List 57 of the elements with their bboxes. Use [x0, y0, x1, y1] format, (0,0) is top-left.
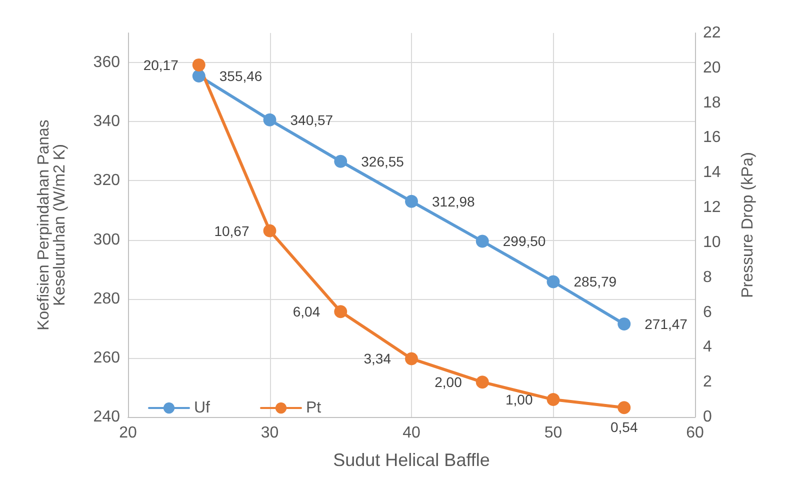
point [263, 113, 276, 126]
x-tick-label: 30 [260, 424, 279, 442]
data-label: 2,00 [434, 374, 462, 390]
y-tick-label: 260 [93, 349, 120, 366]
y2-axis-title: Pressure Drop (kPa) [740, 152, 756, 298]
x-tick-label: 40 [402, 424, 420, 442]
point [618, 318, 631, 331]
legend-label: Pt [306, 400, 322, 416]
point [405, 194, 418, 208]
point [546, 275, 560, 288]
point [192, 58, 206, 72]
data-label: 285,79 [574, 274, 617, 290]
point [334, 154, 348, 168]
y-tick-label: 320 [93, 172, 120, 190]
data-label: 0,54 [610, 419, 638, 436]
data-label: 20,17 [143, 56, 179, 73]
point [546, 393, 560, 406]
point [263, 224, 276, 238]
point [334, 305, 348, 318]
x-tick-label: 20 [119, 424, 137, 442]
y2-tick-label: 18 [703, 94, 721, 112]
data-label: 326,55 [361, 153, 404, 170]
y2-tick-label: 10 [703, 234, 721, 251]
y2-tick-label: 14 [703, 164, 721, 182]
point [476, 234, 489, 248]
y-tick-label: 300 [93, 231, 120, 248]
y2-tick-label: 16 [703, 129, 721, 146]
data-label: 271,47 [644, 316, 688, 332]
data-label: 340,57 [290, 112, 334, 128]
point [618, 401, 631, 414]
y-axis-title: Koefisien Perpindahan Panas Keseluruhan (W/m2 K) [36, 120, 68, 330]
data-label: 6,04 [292, 304, 320, 320]
y2-tick-label: 6 [703, 304, 712, 321]
y2-tick-label: 0 [703, 408, 712, 426]
point [192, 69, 206, 82]
y-tick-label: 340 [93, 113, 120, 130]
data-label: 299,50 [502, 233, 546, 250]
x-axis-title: Sudut Helical Baffle [333, 450, 490, 470]
y-tick-label: 360 [93, 54, 120, 72]
legend-label: Uf [194, 400, 211, 416]
data-label: 355,46 [219, 68, 262, 84]
y2-tick-label: 12 [703, 199, 721, 216]
data-label: 312,98 [432, 193, 476, 210]
x-tick-label: 50 [544, 424, 562, 442]
x-tick-label: 60 [686, 424, 704, 442]
y-tick-label: 240 [93, 408, 120, 426]
data-label: 1,00 [506, 392, 533, 408]
y2-tick-label: 20 [703, 59, 721, 76]
y2-tick-label: 8 [703, 268, 712, 286]
point [476, 376, 489, 389]
data-label: 3,34 [364, 350, 392, 367]
data-label: 10,67 [214, 222, 250, 239]
y2-tick-label: 2 [703, 374, 712, 391]
point [405, 352, 418, 366]
y2-tick-label: 4 [703, 338, 712, 356]
y2-tick-label: 22 [703, 24, 721, 42]
y-tick-label: 280 [93, 290, 120, 308]
